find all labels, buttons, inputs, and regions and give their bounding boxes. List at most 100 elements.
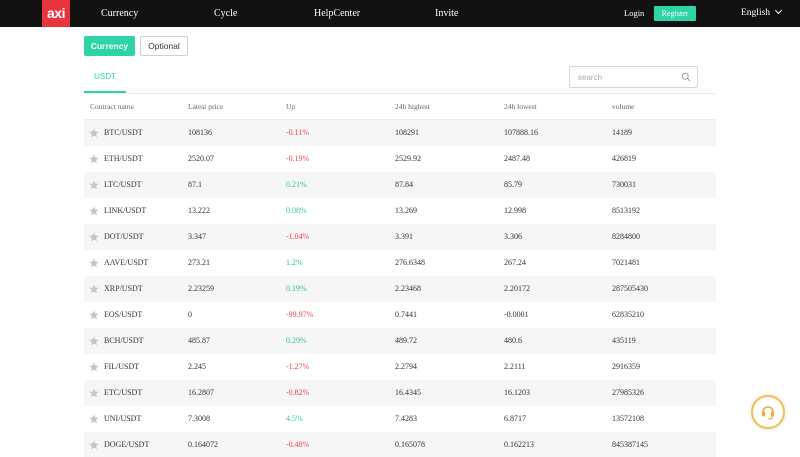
table-row[interactable]: ETC/USDT 16.2807 -0.82% 16.4345 16.1203 27985… [84, 380, 716, 406]
24h-low-cell: -0.0001 [504, 310, 529, 319]
customer-support-button[interactable] [751, 395, 785, 429]
tab-currency[interactable]: Currency [84, 36, 135, 56]
star-icon[interactable] [89, 440, 99, 450]
nav-cycle[interactable]: Cycle [214, 8, 238, 19]
star-icon[interactable] [89, 362, 99, 372]
star-icon[interactable] [89, 388, 99, 398]
logo[interactable]: axi [42, 0, 70, 27]
star-icon[interactable] [89, 414, 99, 424]
contract-name-cell: AAVE/USDT [104, 258, 149, 267]
header-volume[interactable]: volume [612, 102, 635, 111]
volume-cell: 845387145 [612, 440, 648, 449]
24h-high-cell: 7.4283 [395, 414, 417, 423]
change-percent-cell: -0.11% [286, 128, 310, 137]
star-icon[interactable] [89, 310, 99, 320]
search-input[interactable] [570, 67, 678, 88]
subtab-usdt[interactable]: USDT [84, 66, 126, 93]
contract-name-cell: ETC/USDT [104, 388, 143, 397]
change-percent-cell: -0.48% [286, 440, 310, 449]
market-table: Contract name Latest price Up 24h highes… [84, 94, 716, 457]
latest-price-cell: 87.1 [188, 180, 202, 189]
header-contract-name[interactable]: Contract name [90, 102, 134, 111]
change-percent-cell: -99.97% [286, 310, 314, 319]
table-row[interactable]: AAVE/USDT 273.21 1.2% 276.6348 267.24 7021481 [84, 250, 716, 276]
table-row[interactable]: BTC/USDT 108136 -0.11% 108291 107888.16 14189 [84, 120, 716, 146]
table-row[interactable]: ETH/USDT 2520.07 -0.19% 2529.92 2487.48 42681… [84, 146, 716, 172]
24h-high-cell: 489.72 [395, 336, 417, 345]
tab-optional[interactable]: Optional [140, 36, 188, 56]
latest-price-cell: 7.3008 [188, 414, 210, 423]
language-selector[interactable]: English [741, 0, 783, 27]
24h-high-cell: 0.165078 [395, 440, 425, 449]
24h-high-cell: 2.2794 [395, 362, 417, 371]
table-row[interactable]: LTC/USDT 87.1 0.21% 87.84 85.79 730031 [84, 172, 716, 198]
table-row[interactable]: XRP/USDT 2.23259 0.19% 2.23468 2.20172 287505… [84, 276, 716, 302]
volume-cell: 730031 [612, 180, 636, 189]
contract-name-cell: BTC/USDT [104, 128, 143, 137]
24h-low-cell: 2487.48 [504, 154, 530, 163]
latest-price-cell: 13.222 [188, 206, 210, 215]
volume-cell: 13572108 [612, 414, 644, 423]
register-button[interactable]: Register [654, 6, 696, 21]
change-percent-cell: 0.29% [286, 336, 307, 345]
contract-name-cell: XRP/USDT [104, 284, 143, 293]
latest-price-cell: 0.164072 [188, 440, 218, 449]
volume-cell: 14189 [612, 128, 632, 137]
nav-currency[interactable]: Currency [101, 8, 139, 19]
table-row[interactable]: FIL/USDT 2.245 -1.27% 2.2794 2.2111 2916359 [84, 354, 716, 380]
24h-high-cell: 2.23468 [395, 284, 421, 293]
table-header: Contract name Latest price Up 24h highes… [84, 94, 716, 120]
nav-helpcenter[interactable]: HelpCenter [314, 8, 361, 19]
star-icon[interactable] [89, 258, 99, 268]
change-percent-cell: -0.82% [286, 388, 310, 397]
search-icon[interactable] [681, 72, 691, 82]
latest-price-cell: 0 [188, 310, 192, 319]
change-percent-cell: -1.04% [286, 232, 310, 241]
table-row[interactable]: UNI/USDT 7.3008 4.5% 7.4283 6.8717 13572108 [84, 406, 716, 432]
volume-cell: 426819 [612, 154, 636, 163]
chevron-down-icon [774, 6, 783, 15]
table-row[interactable]: DOGE/USDT 0.164072 -0.48% 0.165078 0.162213 8… [84, 432, 716, 457]
star-icon[interactable] [89, 232, 99, 242]
24h-low-cell: 107888.16 [504, 128, 538, 137]
24h-low-cell: 12.998 [504, 206, 526, 215]
change-percent-cell: 0.19% [286, 284, 307, 293]
header-up[interactable]: Up [286, 102, 296, 111]
star-icon[interactable] [89, 128, 99, 138]
login-link[interactable]: Login [624, 8, 645, 18]
24h-low-cell: 85.79 [504, 180, 522, 189]
header-latest-price[interactable]: Latest price [188, 102, 224, 111]
header-24h-lowest[interactable]: 24h lowest [504, 102, 537, 111]
table-row[interactable]: DOT/USDT 3.347 -1.04% 3.391 3.306 8284800 [84, 224, 716, 250]
latest-price-cell: 273.21 [188, 258, 210, 267]
24h-low-cell: 0.162213 [504, 440, 534, 449]
24h-high-cell: 13.269 [395, 206, 417, 215]
search-box[interactable] [569, 66, 698, 88]
star-icon[interactable] [89, 336, 99, 346]
24h-low-cell: 2.2111 [504, 362, 526, 371]
header-24h-highest[interactable]: 24h highest [395, 102, 430, 111]
table-row[interactable]: BCH/USDT 485.87 0.29% 489.72 480.6 435119 [84, 328, 716, 354]
star-icon[interactable] [89, 206, 99, 216]
star-icon[interactable] [89, 284, 99, 294]
contract-name-cell: DOGE/USDT [104, 440, 150, 449]
star-icon[interactable] [89, 154, 99, 164]
nav-invite[interactable]: Invite [435, 8, 459, 19]
latest-price-cell: 2.245 [188, 362, 206, 371]
24h-high-cell: 3.391 [395, 232, 413, 241]
change-percent-cell: 0.08% [286, 206, 307, 215]
table-row[interactable]: LINK/USDT 13.222 0.08% 13.269 12.998 8513192 [84, 198, 716, 224]
volume-cell: 8284800 [612, 232, 640, 241]
change-percent-cell: 4.5% [286, 414, 303, 423]
latest-price-cell: 2.23259 [188, 284, 214, 293]
change-percent-cell: 0.21% [286, 180, 307, 189]
contract-name-cell: EOS/USDT [104, 310, 143, 319]
star-icon[interactable] [89, 180, 99, 190]
latest-price-cell: 2520.07 [188, 154, 214, 163]
contract-name-cell: LINK/USDT [104, 206, 147, 215]
table-body: BTC/USDT 108136 -0.11% 108291 107888.16 14189… [84, 120, 716, 457]
table-row[interactable]: EOS/USDT 0 -99.97% 0.7441 -0.0001 62835210 [84, 302, 716, 328]
volume-cell: 435119 [612, 336, 636, 345]
latest-price-cell: 108136 [188, 128, 212, 137]
24h-low-cell: 2.20172 [504, 284, 530, 293]
